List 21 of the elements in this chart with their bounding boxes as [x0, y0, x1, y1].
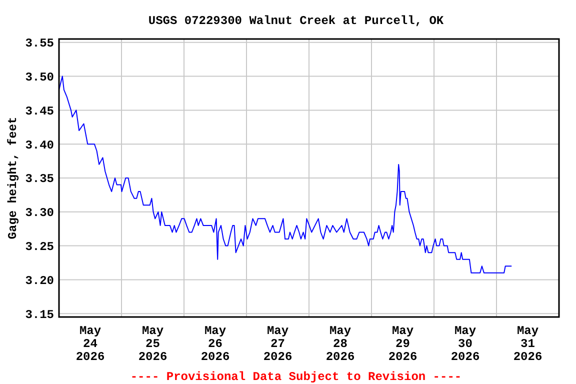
- x-tick-label: May 24 2026: [76, 324, 105, 364]
- x-tick-label: May 29 2026: [388, 324, 418, 364]
- y-tick-label: 3.55: [25, 36, 54, 51]
- y-tick-label: 3.40: [25, 138, 54, 152]
- y-tick-label: 3.30: [25, 206, 54, 220]
- y-tick-label: 3.15: [25, 308, 54, 322]
- x-tick-label: May 30 2026: [450, 324, 480, 364]
- y-tick-label: 3.45: [25, 104, 54, 118]
- y-tick-label: 3.20: [25, 274, 54, 288]
- x-tick-label: May 26 2026: [200, 324, 230, 364]
- y-tick-label: 3.35: [25, 172, 54, 186]
- text: ---- Provisional Data Subject to Revision ----: [130, 370, 462, 384]
- x-tick-label: May 31 2026: [513, 324, 542, 364]
- x-tick-label: May 27 2026: [263, 324, 292, 364]
- line-series: [58, 76, 512, 274]
- x-tick-label: May 25 2026: [138, 324, 168, 364]
- y-axis-title: Gage height, feet: [6, 116, 20, 240]
- chart-title: USGS 07229300 Walnut Creek at Purcell, OK: [148, 14, 444, 28]
- y-tick-label: 3.25: [25, 240, 54, 254]
- x-tick-label: May 28 2026: [326, 324, 355, 364]
- y-tick-label: 3.50: [25, 70, 54, 84]
